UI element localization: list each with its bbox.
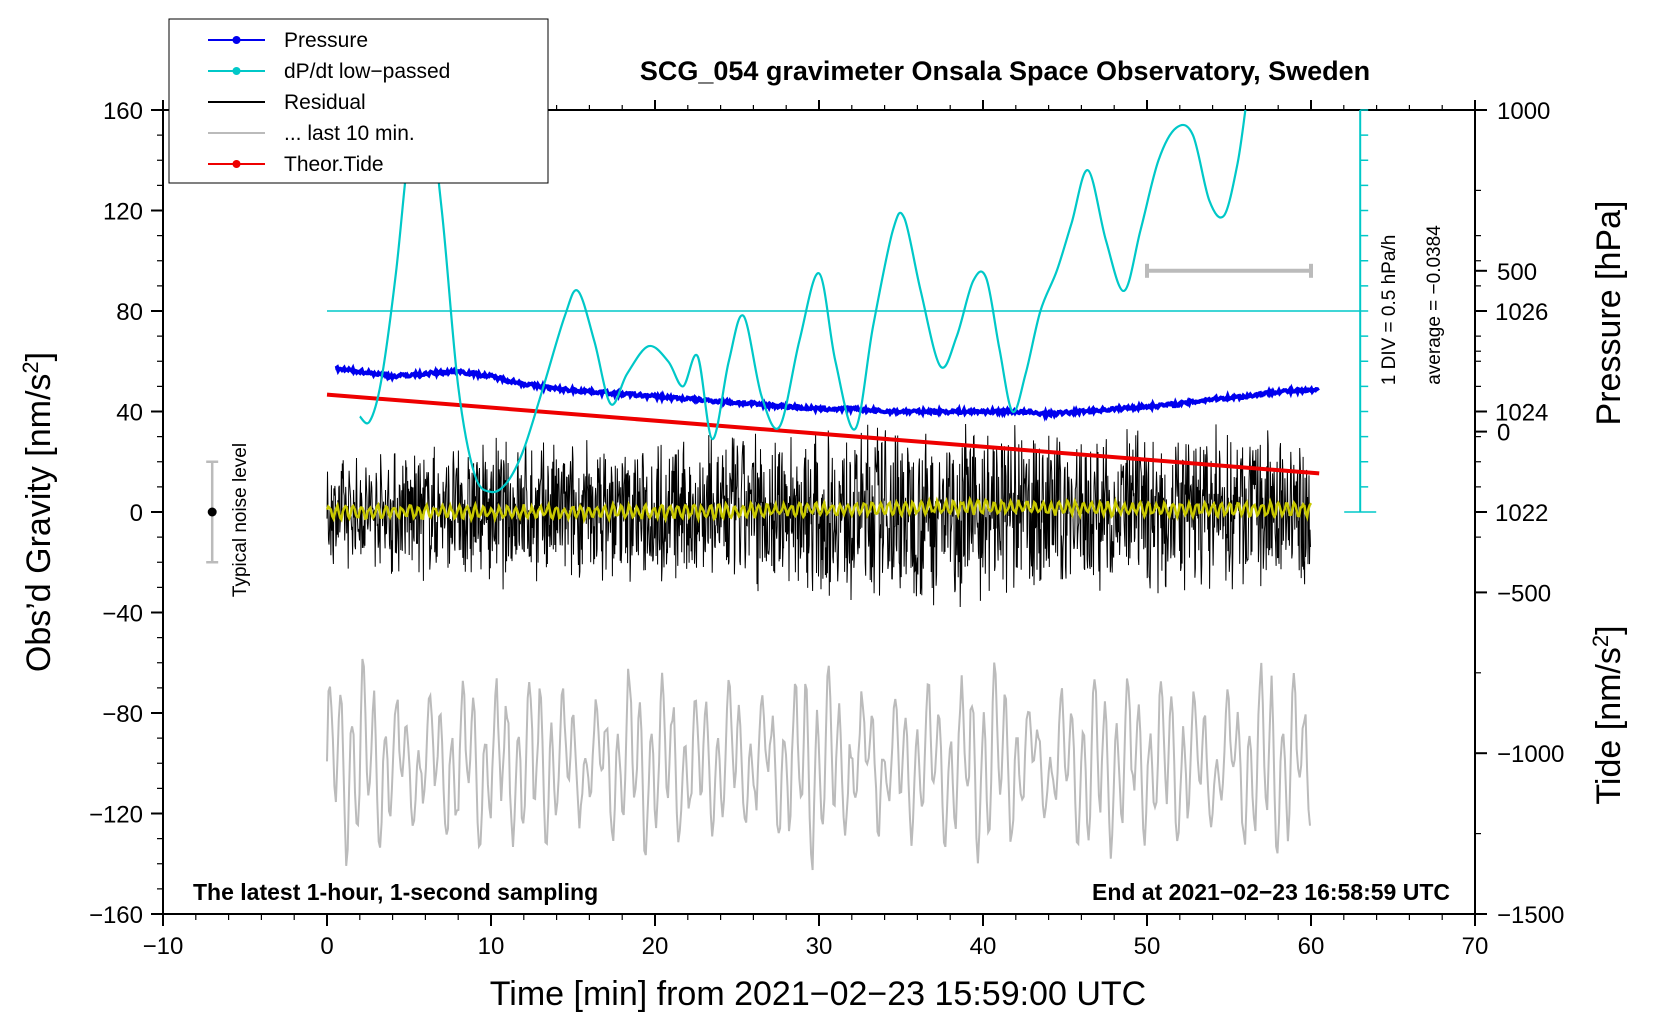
x-tick-label: −10 [143,933,184,960]
x-tick-label: 50 [1134,933,1161,960]
tide-tick-label: −1500 [1497,902,1564,929]
residual-lowpass-series [325,495,1313,525]
y-axis-title-pressure: Pressure [hPa] [1590,201,1628,426]
x-tick-label: 60 [1298,933,1325,960]
x-tick-label: 20 [642,933,669,960]
legend-label: ... last 10 min. [284,122,415,145]
pressure-axis-ticks: 1022 1024 1026 [1475,235,1548,538]
legend-label: Theor.Tide [284,153,384,176]
tide-axis-ticks: −1500 −1000 −500 0 500 1000 [1475,98,1564,929]
y-axis-title-tide: Tide [nm/s2] [1588,625,1628,804]
noise-level-bar [206,460,219,564]
pressure-tick-label: 1026 [1495,299,1548,326]
y-tick-label: 40 [116,400,143,427]
y-tick-label: 80 [116,299,143,326]
pressure-tick-label: 1022 [1495,500,1548,527]
bottom-right-note: End at 2021−02−23 16:58:59 UTC [1092,879,1450,905]
residual-series [326,423,1311,608]
pressure-tick-label: 1024 [1495,400,1548,427]
y-tick-label: −40 [102,601,143,628]
legend-marker [232,36,241,44]
x-tick-label: 10 [478,933,505,960]
div-label: 1 DIV = 0.5 hPa/h [1379,235,1400,386]
x-tick-label: 40 [970,933,997,960]
y-tick-label: 160 [103,98,143,125]
noise-level-label: Typical noise level [230,443,251,597]
average-label: average = −0.0384 [1424,225,1445,385]
last-10-min-range-bar [1145,263,1313,278]
tide-tick-label: 0 [1497,420,1510,447]
x-tick-label: 70 [1462,933,1489,960]
noise-bar-center [207,507,217,517]
pressure-series [334,363,1320,422]
y-tick-label: 0 [130,500,143,527]
x-axis-ticks: −10 0 10 20 30 40 50 60 70 [143,100,1489,960]
tide-tick-label: 1000 [1497,98,1550,125]
legend-marker [232,160,241,168]
theoretical-tide-series [326,392,1320,476]
legend: Pressure dP/dt low−passed Residual ... last… [168,18,549,184]
y-tick-label: −120 [89,802,143,829]
y-tick-label: 120 [103,199,143,226]
y-axis-ticks: −160 −120 −80 −40 0 40 80 120 160 [89,98,163,929]
y-tick-label: −80 [102,701,143,728]
last-10-min-series [326,658,1311,871]
x-axis-title: Time [min] from 2021−02−23 15:59:00 UTC [490,975,1146,1013]
legend-label: Pressure [284,29,368,52]
dpdt-lowpass-series [359,110,1247,494]
chart-title: SCG_054 gravimeter Onsala Space Observat… [640,56,1370,86]
y-axis-title-left: Obs’d Gravity [nm/s2] [18,352,58,672]
legend-label: dP/dt low−passed [284,60,450,83]
series-layer [325,110,1361,871]
y-tick-label: −160 [89,902,143,929]
tide-tick-label: −1000 [1497,741,1564,768]
tide-tick-label: −500 [1497,580,1551,607]
legend-label: Residual [284,91,366,114]
tide-tick-label: 500 [1497,259,1537,286]
x-tick-label: 30 [806,933,833,960]
bottom-left-note: The latest 1-hour, 1-second sampling [193,879,598,905]
legend-marker [232,67,241,75]
dpdt-scale-bar [1344,109,1377,513]
x-tick-label: 0 [320,933,333,960]
